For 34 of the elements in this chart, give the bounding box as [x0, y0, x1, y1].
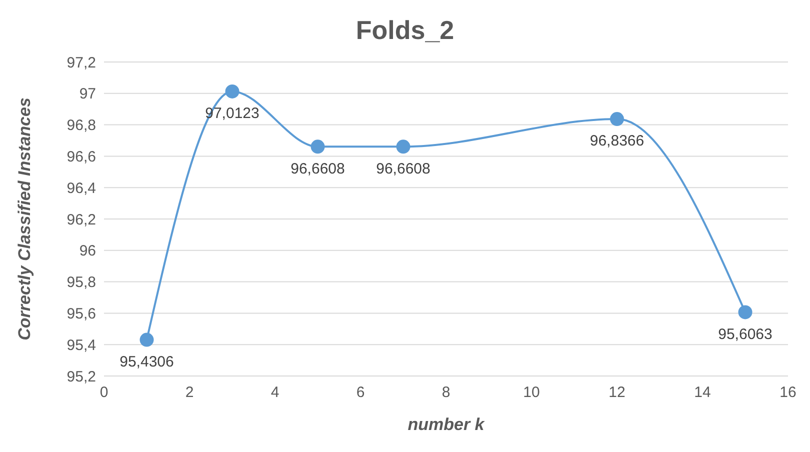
point: [140, 332, 154, 347]
x-tick-label: 8: [442, 384, 450, 401]
data-label: 95,4306: [120, 353, 174, 370]
x-tick-label: 6: [356, 384, 365, 401]
x-tick-label: 16: [780, 384, 796, 401]
chart-title: Folds_2: [354, 14, 456, 47]
y-tick-label: 95,2: [66, 368, 96, 386]
data-label: 95,6063: [718, 326, 772, 343]
y-tick-label: 96: [79, 242, 96, 260]
y-tick-label: 96,4: [66, 180, 96, 197]
y-tick-label: 96,2: [66, 211, 96, 228]
point: [610, 112, 624, 126]
y-tick-label: 97: [79, 86, 96, 103]
y-tick-label: 97,2: [66, 54, 96, 72]
y-tick-label: 95,6: [66, 306, 96, 323]
point: [310, 140, 325, 154]
x-tick-label: 4: [270, 384, 280, 401]
point: [225, 84, 240, 98]
point: [396, 140, 410, 154]
y-axis-title: Correctly Classified Instances: [15, 98, 34, 340]
y-tick-label: 96,8: [66, 117, 96, 134]
x-axis-title: number k: [408, 415, 486, 434]
y-tick-label: 95,8: [66, 274, 96, 292]
data-label: 96,6608: [290, 160, 345, 178]
x-tick-label: 10: [523, 384, 540, 401]
data-label: 96,8366: [590, 132, 644, 150]
x-tick-label: 12: [608, 384, 626, 401]
y-tick-label: 96,6: [66, 148, 96, 166]
x-tick-label: 14: [694, 384, 711, 401]
x-tick-label: 0: [100, 384, 108, 401]
x-tick-label: 2: [185, 384, 194, 401]
y-tick-label: 95,4: [66, 336, 96, 354]
point: [738, 305, 752, 320]
data-label: 96,6608: [376, 160, 430, 178]
